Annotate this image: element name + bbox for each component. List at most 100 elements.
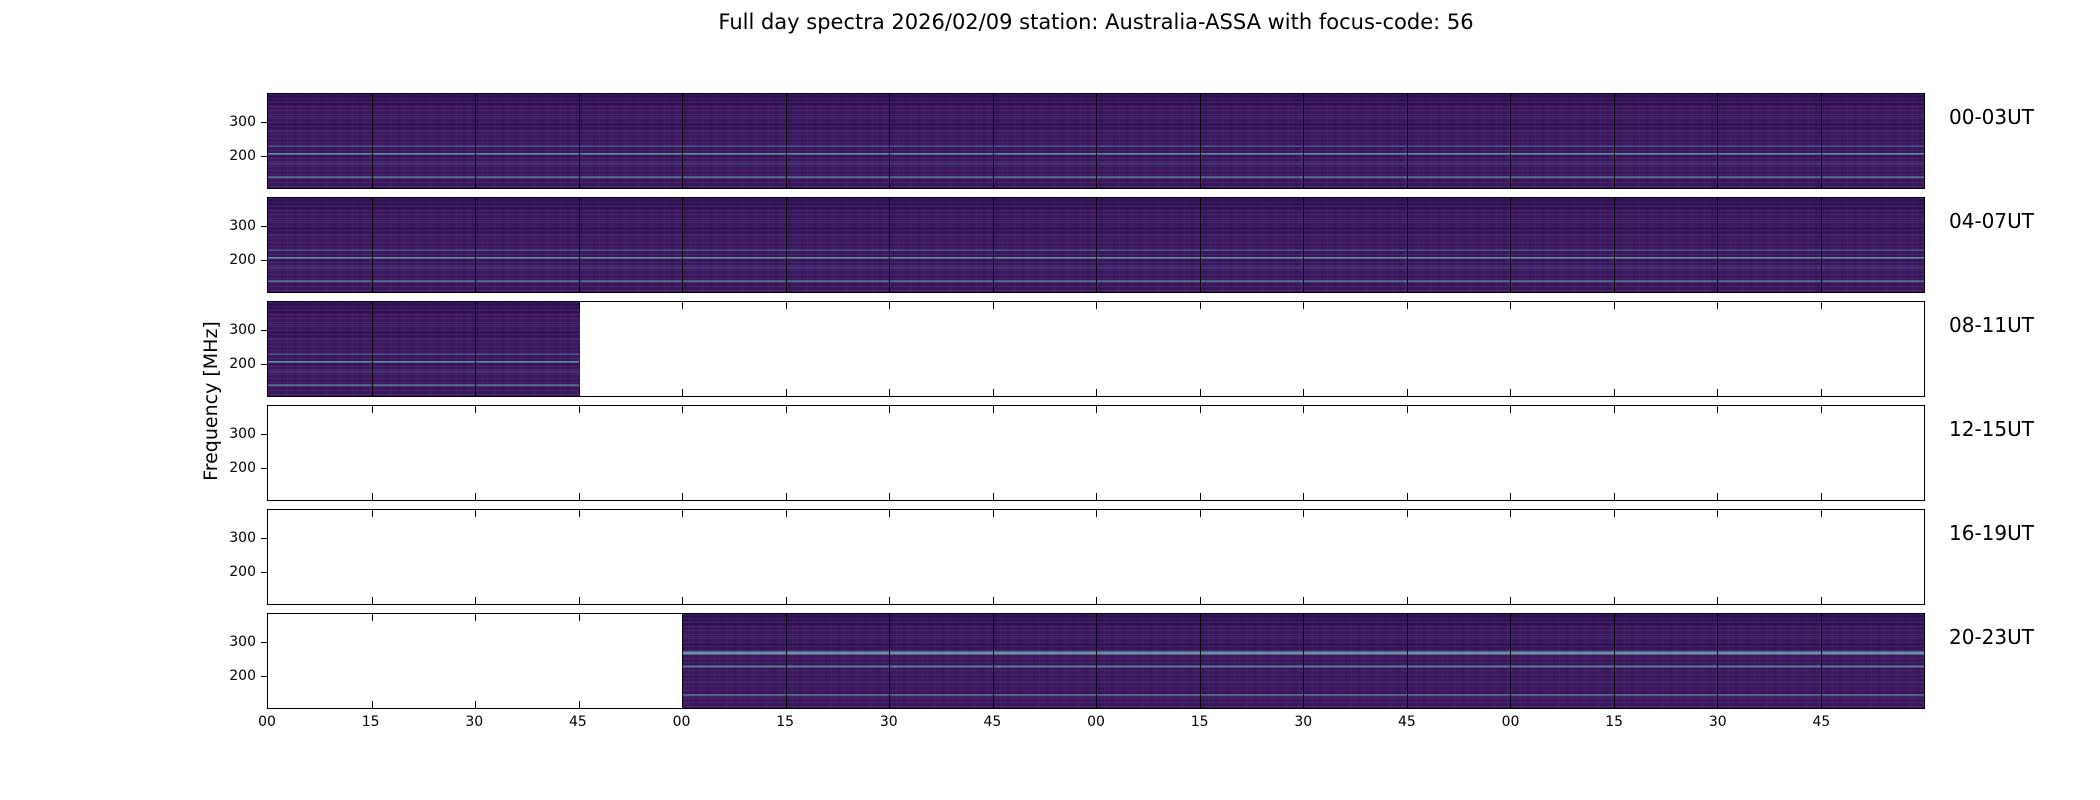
x-tick-mark [1820, 701, 1822, 708]
x-tick-mark [889, 406, 890, 413]
x-tick-mark [371, 198, 373, 205]
segment-divider [785, 198, 787, 292]
x-tick-mark [371, 597, 373, 604]
segment-divider [992, 614, 994, 708]
spectra-row-00-03: 300 200 00-03UT [229, 93, 2034, 189]
segment-divider [1406, 198, 1408, 292]
segment-divider [578, 198, 580, 292]
spectra-row-16-19: 300 200 16-19UT [229, 509, 2034, 605]
x-tick-mark [1717, 181, 1718, 188]
x-tick-mark [1820, 94, 1822, 101]
x-tick-mark [1199, 597, 1201, 604]
x-tick-mark [1303, 181, 1304, 188]
x-tick-mark [785, 302, 787, 309]
x-tick-mark [1820, 285, 1822, 292]
x-tick-mark [1303, 614, 1304, 621]
x-tick-mark [682, 285, 683, 292]
segment-divider [992, 198, 994, 292]
x-tick-mark [1303, 701, 1304, 708]
x-tick-mark [371, 614, 373, 621]
segment-divider [1406, 614, 1408, 708]
x-tick-mark [1096, 614, 1097, 621]
x-tick-mark [371, 701, 373, 708]
spectra-panel: 300 200 [229, 93, 1925, 189]
x-tick-mark [889, 614, 890, 621]
x-tick-mark [1406, 614, 1408, 621]
spectra-row-20-23: 300 200 20-23UT [229, 613, 2034, 709]
y-tick-label: 200 [229, 564, 256, 580]
y-tick-mark [261, 572, 267, 573]
x-tick-mark [992, 701, 994, 708]
x-tick-mark [1303, 510, 1304, 517]
y-tick-label: 200 [229, 668, 256, 684]
segment-divider [1406, 94, 1408, 188]
x-tick-mark [889, 94, 890, 101]
x-tick-mark [475, 493, 476, 500]
x-tick-mark [1510, 285, 1511, 292]
x-tick-mark [1199, 94, 1201, 101]
x-tick-mark [1717, 285, 1718, 292]
x-tick-mark [682, 510, 683, 517]
x-tick-mark [889, 389, 890, 396]
x-tick-mark [1820, 181, 1822, 188]
x-tick-mark [1406, 302, 1408, 309]
x-tick-mark [578, 198, 580, 205]
x-tick-mark [889, 302, 890, 309]
segment-divider [1199, 614, 1201, 708]
x-tick-mark [475, 406, 476, 413]
x-tick-mark [1199, 181, 1201, 188]
x-tick-mark [785, 406, 787, 413]
x-tick-mark [1613, 181, 1615, 188]
x-tick-mark [371, 510, 373, 517]
x-tick-mark [1303, 597, 1304, 604]
x-tick-label: 30 [465, 714, 484, 730]
x-tick-mark [578, 181, 580, 188]
y-tick-mark [261, 676, 267, 677]
x-tick-mark [785, 389, 787, 396]
x-tick-mark [1406, 389, 1408, 396]
row-time-label: 20-23UT [1949, 625, 2034, 649]
x-tick-mark [785, 285, 787, 292]
segment-divider [475, 94, 476, 188]
segment-divider [1613, 614, 1615, 708]
x-tick-mark [1406, 493, 1408, 500]
x-tick-mark [1199, 614, 1201, 621]
x-tick-mark [785, 181, 787, 188]
segment-divider [1820, 198, 1822, 292]
spectrogram-data [268, 302, 579, 396]
segment-divider [1199, 94, 1201, 188]
x-tick-mark [475, 389, 476, 396]
y-tick-mark [261, 364, 267, 365]
y-axis-label: Frequency [MHz] [200, 321, 222, 481]
segment-divider [682, 198, 683, 292]
x-tick-mark [1199, 701, 1201, 708]
x-tick-mark [578, 701, 580, 708]
segment-divider [1303, 198, 1304, 292]
x-tick-mark [1717, 701, 1718, 708]
x-tick-mark [992, 198, 994, 205]
x-tick-mark [785, 510, 787, 517]
x-tick-mark [889, 493, 890, 500]
x-tick-label: 15 [1605, 714, 1624, 730]
x-tick-mark [992, 181, 994, 188]
x-tick-mark [992, 302, 994, 309]
x-tick-mark [1820, 302, 1822, 309]
y-tick-mark [261, 330, 267, 331]
x-tick-mark [1406, 94, 1408, 101]
x-tick-mark [475, 302, 476, 309]
x-tick-mark [1613, 94, 1615, 101]
x-tick-mark [475, 597, 476, 604]
y-tick-mark [261, 538, 267, 539]
x-tick-mark [1199, 285, 1201, 292]
x-tick-label: 45 [983, 714, 1002, 730]
x-tick-mark [1820, 614, 1822, 621]
x-tick-mark [1096, 181, 1097, 188]
x-tick-mark [682, 701, 683, 708]
segment-divider [889, 94, 890, 188]
x-tick-mark [992, 510, 994, 517]
row-time-label: 16-19UT [1949, 521, 2034, 545]
x-tick-mark [578, 94, 580, 101]
x-tick-mark [682, 493, 683, 500]
x-tick-mark [1613, 406, 1615, 413]
